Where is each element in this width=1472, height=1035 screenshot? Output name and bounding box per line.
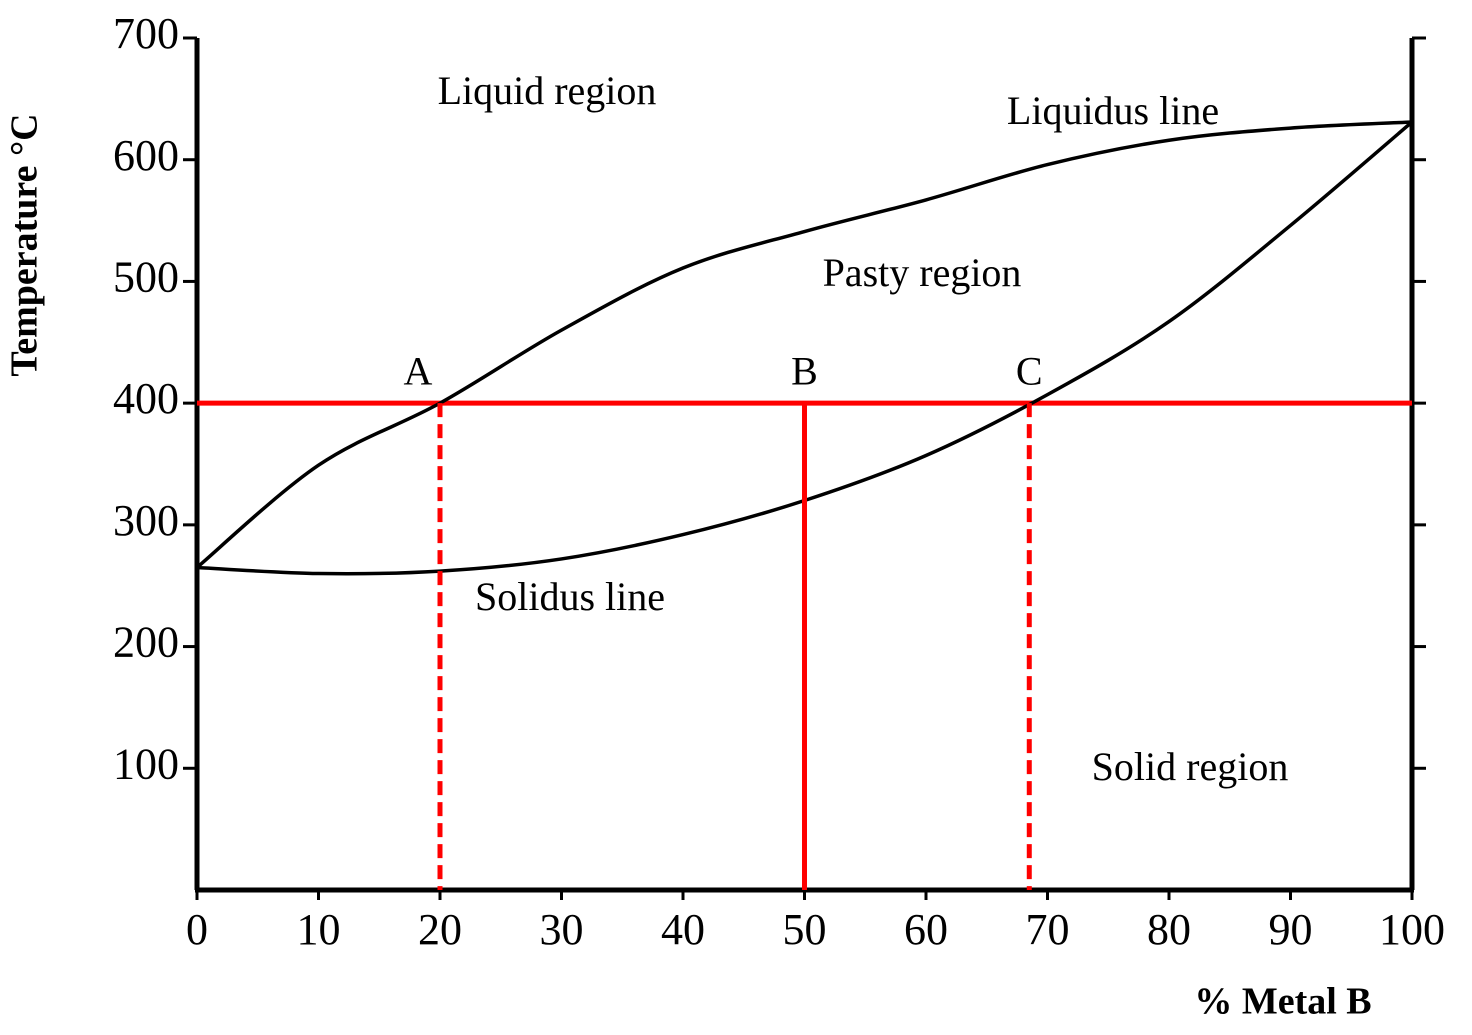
- curve: [195, 120, 1413, 569]
- y-tick-label: 400: [113, 374, 179, 423]
- point-label: A: [404, 348, 433, 393]
- x-tick-label: 100: [1379, 905, 1445, 954]
- x-tick-label: 10: [297, 905, 341, 954]
- y-axis-title: Temperature °C: [4, 113, 46, 376]
- y-tick-label: 100: [113, 739, 179, 788]
- y-tick-label: 500: [113, 253, 179, 302]
- x-tick-label: 20: [418, 905, 462, 954]
- annotation: Solid region: [1092, 744, 1289, 789]
- y-tick-label: 700: [113, 9, 179, 58]
- annotation: Liquid region: [438, 68, 657, 113]
- x-tick-label: 80: [1147, 905, 1191, 954]
- y-tick-label: 300: [113, 496, 179, 545]
- x-tick-label: 70: [1026, 905, 1070, 954]
- annotation: Solidus line: [475, 574, 665, 619]
- y-tick-label: 600: [113, 131, 179, 180]
- annotation: Liquidus line: [1007, 88, 1219, 133]
- x-axis-title: % Metal B: [1194, 981, 1371, 1023]
- y-tick-label: 200: [113, 618, 179, 667]
- point-label: C: [1016, 348, 1043, 393]
- x-tick-label: 90: [1269, 905, 1313, 954]
- x-tick-label: 0: [186, 905, 208, 954]
- x-tick-label: 60: [904, 905, 948, 954]
- point-label: B: [791, 348, 818, 393]
- x-tick-label: 50: [783, 905, 827, 954]
- annotation: Pasty region: [823, 250, 1022, 295]
- x-tick-label: 40: [661, 905, 705, 954]
- x-tick-label: 30: [540, 905, 584, 954]
